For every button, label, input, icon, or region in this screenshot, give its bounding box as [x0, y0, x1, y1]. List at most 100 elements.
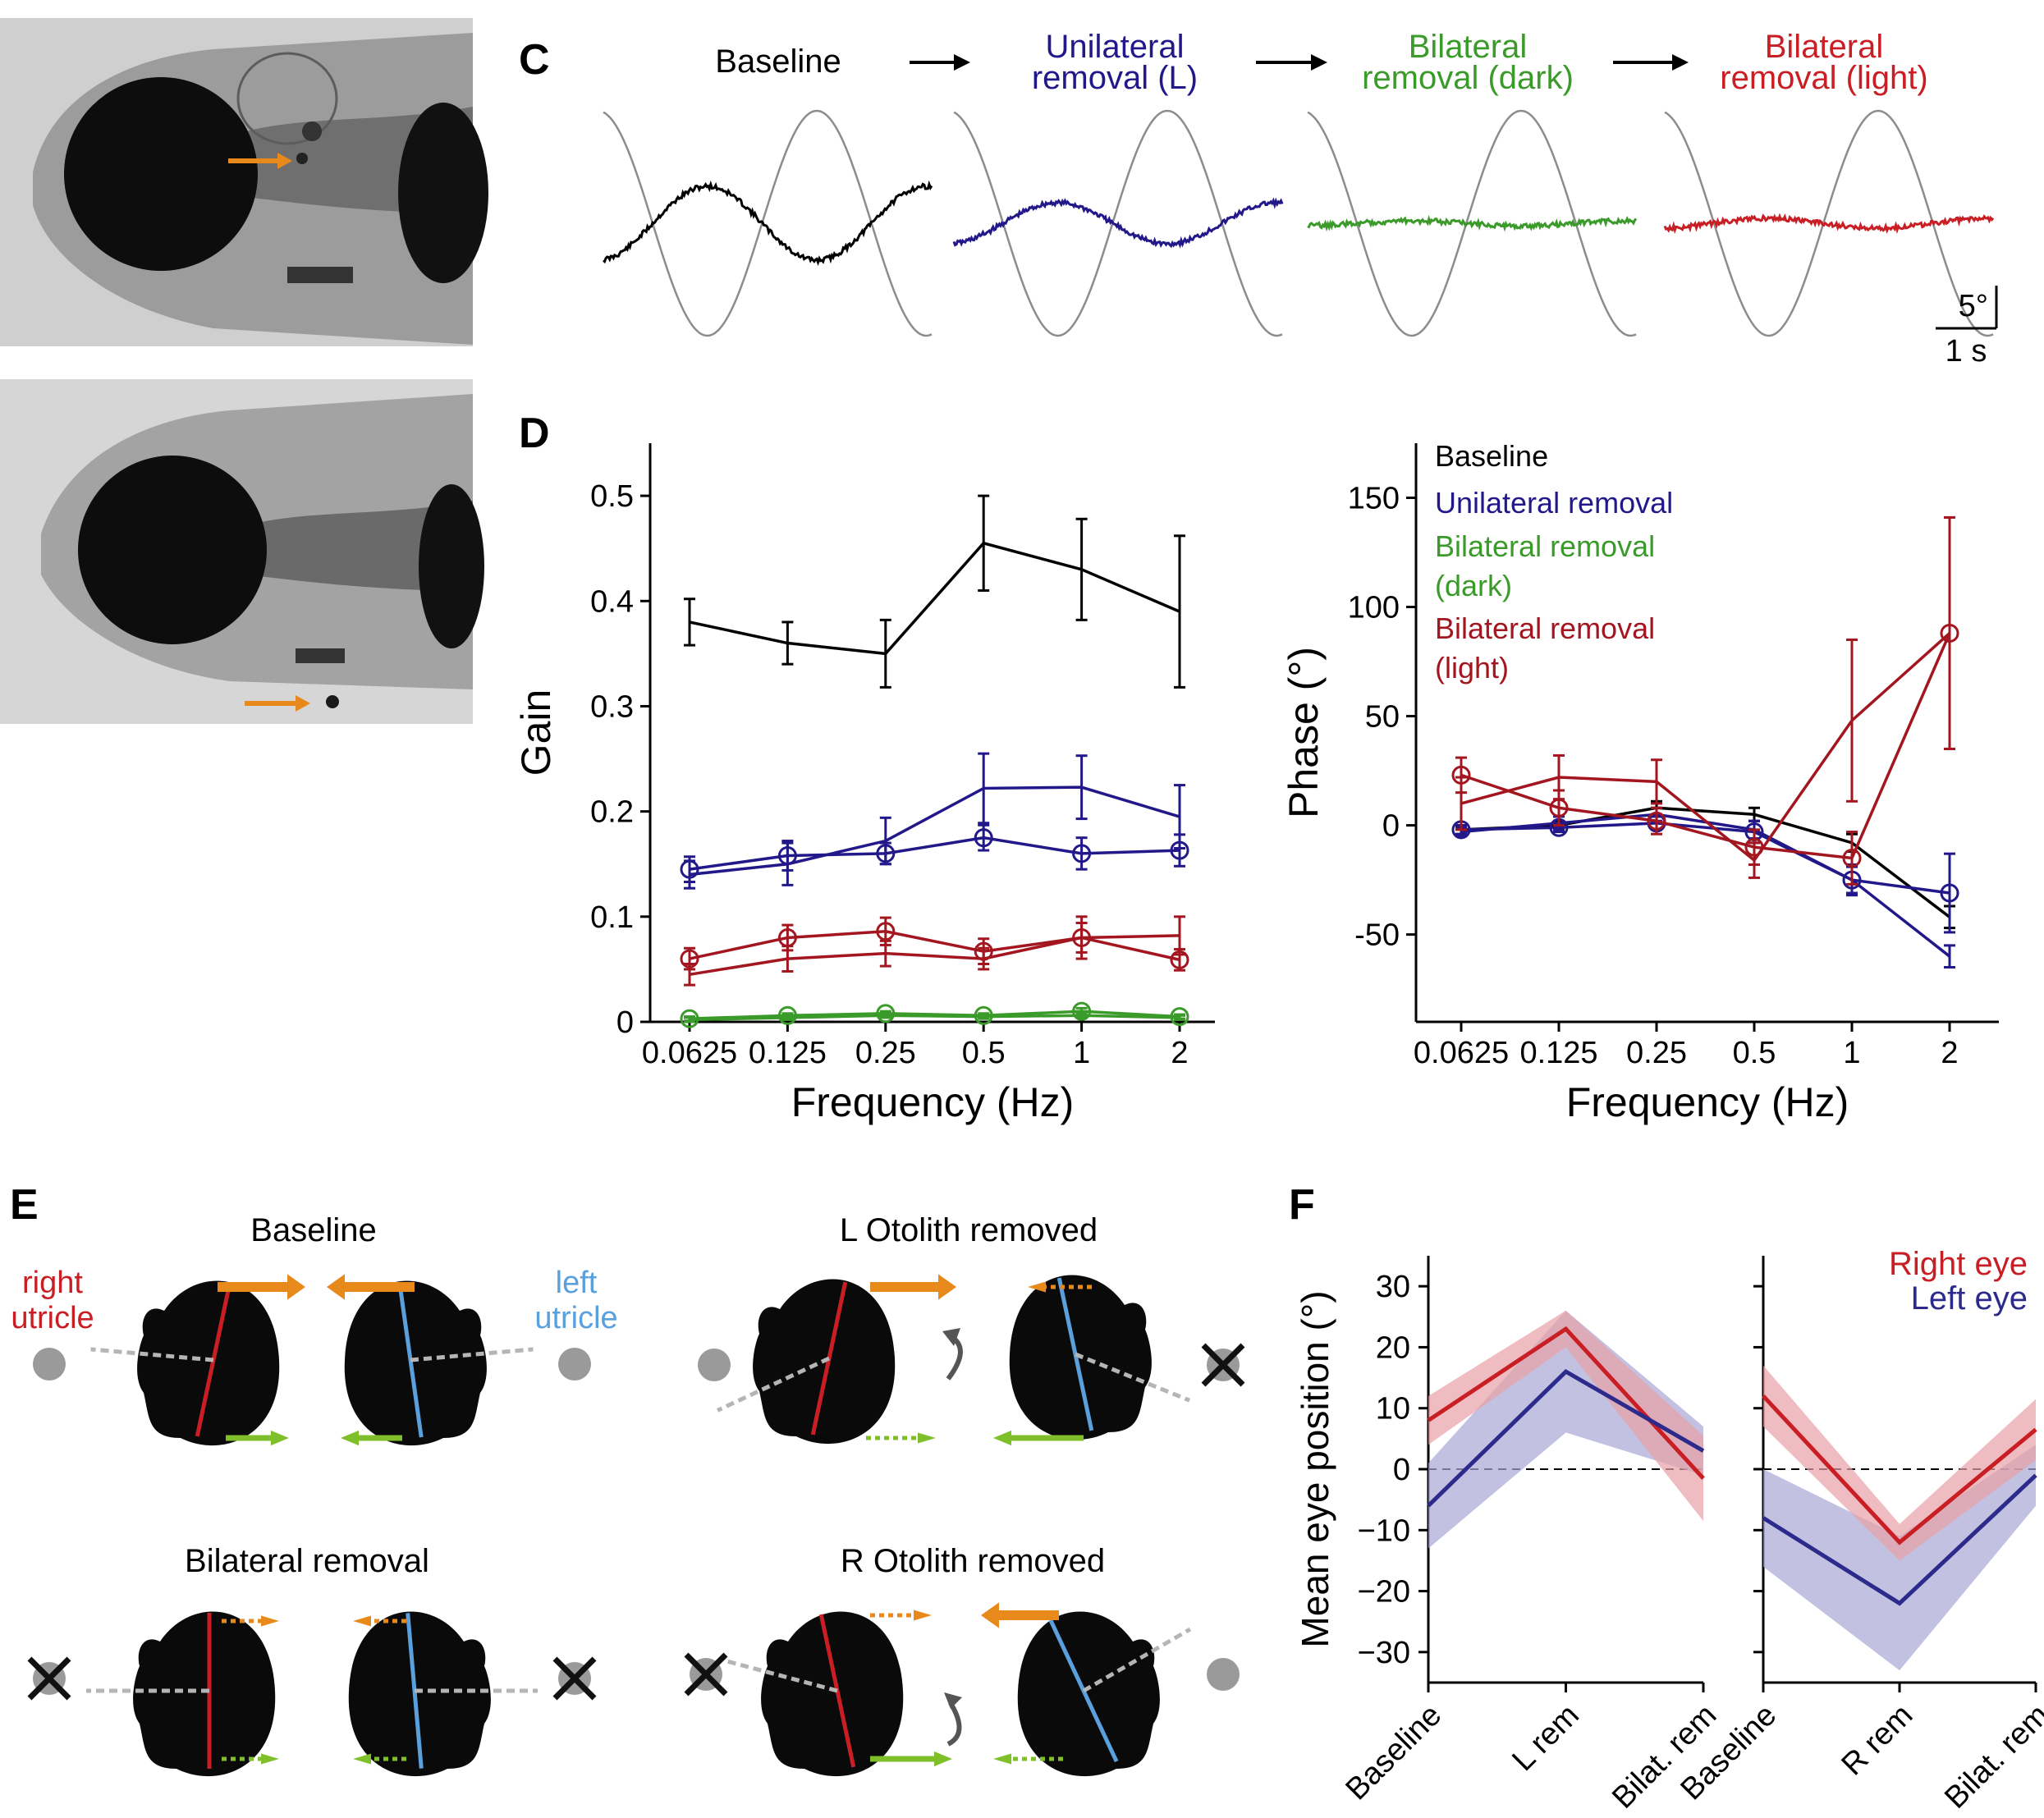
legend-label: Right eye [1889, 1246, 2028, 1282]
arrow-head [914, 1610, 932, 1621]
y-tick-label: 10 [1376, 1392, 1410, 1426]
eye-axis-dash [716, 1356, 831, 1413]
arrow-head [327, 1274, 345, 1300]
y-tick-label: 50 [1365, 700, 1400, 735]
eye-axis-dash [1075, 1352, 1191, 1403]
eye-schematic [717, 1611, 904, 1777]
data-point [1940, 883, 1959, 903]
eye-schematic [86, 1611, 276, 1777]
data-point [974, 828, 993, 848]
legend-label: Baseline [1435, 439, 1548, 473]
confidence-band [1763, 1365, 2036, 1561]
x-tick-label: 0.0625 [642, 1036, 737, 1070]
data-point [1170, 1007, 1189, 1027]
eye-schematic [344, 1280, 534, 1446]
arrow-head [1028, 1281, 1046, 1293]
arrow-head [341, 1430, 359, 1446]
series-line [1460, 632, 1951, 863]
data-point [1451, 765, 1471, 785]
e-title-bilateral: Bilateral removal [185, 1543, 429, 1579]
stimulus-trace [1664, 109, 1994, 337]
confidence-band [1428, 1310, 1703, 1522]
y-tick-label: 100 [1348, 591, 1400, 625]
legend-label: Bilateral removal [1435, 611, 1655, 645]
y-tick-label: −30 [1358, 1636, 1410, 1670]
e-title-baseline: Baseline [250, 1212, 376, 1248]
panel-c-label-light-2: removal (light) [1720, 60, 1927, 96]
x-tick-label: R rem [1835, 1698, 1920, 1783]
eye-body [348, 1611, 491, 1777]
panel-c-label-baseline: Baseline [715, 44, 841, 80]
confidence-band [1428, 1310, 1703, 1549]
fish-image-a [0, 18, 488, 346]
eye-axis-dash [1082, 1627, 1192, 1693]
panel-c-label-dark-2: removal (dark) [1362, 60, 1574, 96]
stimulus-trace [603, 109, 933, 337]
x-tick-label: 2 [1171, 1036, 1188, 1070]
x-tick-label: 0.25 [855, 1036, 916, 1070]
rotation-arrow-head [942, 1328, 960, 1346]
x-tick-label: 1 [1073, 1036, 1090, 1070]
panel-c: Baseline Unilateral removal (L) Bilatera… [603, 29, 1998, 369]
scalebar: 5° 1 s [1936, 286, 1998, 369]
eye-trace [952, 197, 1284, 249]
panel-c-label-dark-1: Bilateral [1409, 29, 1528, 65]
rotation-arrow-head [944, 1692, 962, 1709]
x-tick-label: 0.25 [1626, 1036, 1687, 1070]
eye-body [761, 1611, 904, 1777]
arrow-head [918, 1432, 936, 1444]
data-point [876, 844, 896, 863]
x-tick-label: L rem [1506, 1698, 1585, 1778]
legend-label: (dark) [1435, 569, 1512, 602]
cross-mark [27, 1656, 71, 1701]
panel-label-D: D [519, 410, 550, 457]
arrow-head [271, 1430, 289, 1446]
right-utricle-label-2: utricle [11, 1301, 94, 1335]
y-tick-label: 0 [1382, 809, 1400, 844]
cross-mark [1201, 1343, 1245, 1387]
data-point [1072, 927, 1092, 947]
utricle-dot [558, 1348, 591, 1381]
y-tick-label: 0 [616, 1005, 634, 1040]
data-point [680, 1009, 699, 1028]
data-point [1744, 837, 1764, 857]
gain-chart: 0.0625 0.125 0.25 0.5 1 2 0 0.1 0.2 0.3 0.4 0.5 Freq… [513, 443, 1215, 1125]
y-tick-label: 20 [1376, 1330, 1410, 1365]
series-line [1460, 822, 1950, 895]
arrow-head [981, 1602, 999, 1628]
arrow-head [261, 1753, 279, 1765]
x-tick-label: 0.125 [749, 1036, 827, 1070]
eye-body [137, 1280, 280, 1446]
eye-schematic [90, 1280, 280, 1446]
eye-body [133, 1611, 276, 1777]
data-point [1940, 623, 1959, 643]
series-line [1762, 1394, 2037, 1546]
arrow-head [353, 1753, 371, 1765]
series-line [1460, 806, 1951, 918]
data-point [680, 859, 699, 879]
series-line [689, 785, 1180, 877]
utricle-dot [698, 1349, 731, 1381]
e-title-r-removed: R Otolith removed [841, 1543, 1105, 1579]
y-axis-label: Phase (°) [1281, 647, 1327, 818]
utricle-dot [33, 1348, 66, 1381]
series-line [1460, 813, 1951, 958]
fish-image-b [0, 379, 484, 724]
x-tick-label: 0.5 [962, 1036, 1006, 1070]
phase-chart: 0.0625 0.125 0.25 0.5 1 2 -50 0 50 100 150 Frequenc… [1281, 439, 1999, 1125]
data-point [1549, 798, 1569, 817]
eye-position-charts: −30 −20 −10 0 10 20 30 Mean eye position (°) Bas… [1294, 1246, 2044, 1816]
data-point [1842, 848, 1862, 868]
eye-axis-dash [410, 1347, 534, 1362]
data-point [680, 949, 699, 969]
eye-schematic [1017, 1611, 1192, 1777]
data-point [1170, 950, 1189, 969]
panel-c-label-unilateral-2: removal (L) [1032, 60, 1198, 96]
eye-body [344, 1280, 487, 1446]
series-line [689, 541, 1180, 656]
arrow-head [261, 1615, 279, 1627]
y-tick-label: 0.1 [590, 900, 634, 935]
series-line [689, 836, 1180, 871]
x-tick-label: Baseline [1340, 1698, 1449, 1807]
arrow-head [938, 1274, 956, 1300]
